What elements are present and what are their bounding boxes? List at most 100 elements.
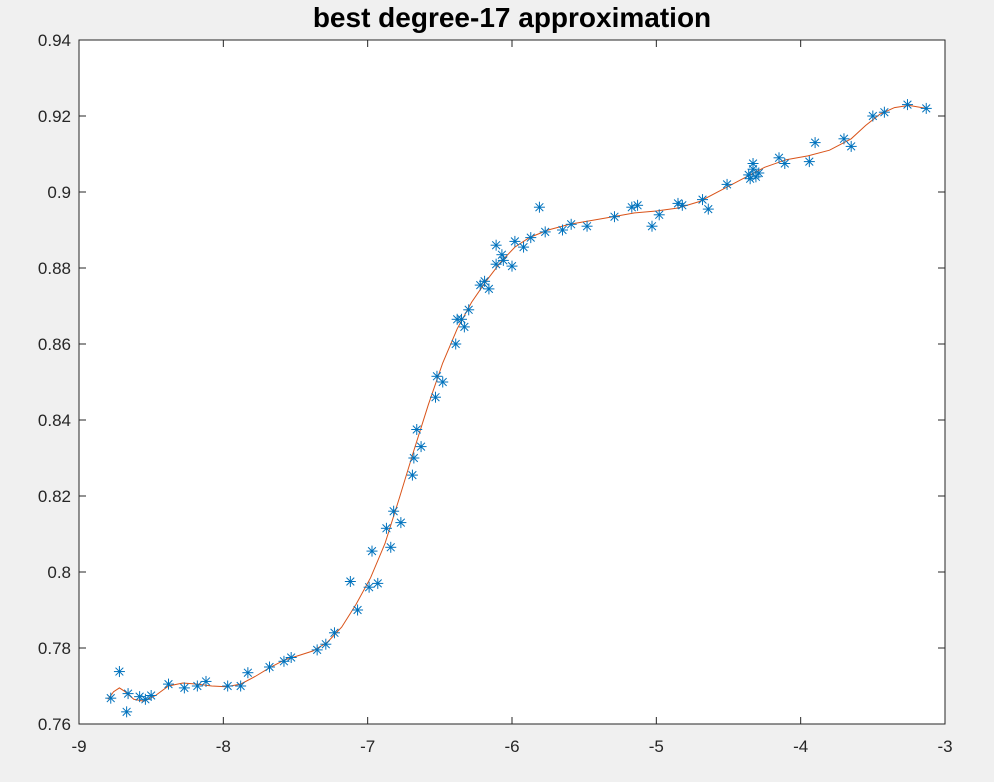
data-point bbox=[901, 99, 913, 111]
asterisk-stroke bbox=[451, 339, 460, 349]
data-point bbox=[779, 158, 791, 169]
asterisk-stroke bbox=[223, 681, 232, 691]
data-point bbox=[450, 338, 462, 350]
data-point bbox=[747, 158, 759, 169]
asterisk-stroke bbox=[566, 220, 576, 229]
data-point bbox=[867, 110, 879, 122]
x-tick-label: -6 bbox=[504, 737, 519, 756]
y-tick-label: 0.88 bbox=[38, 259, 71, 278]
asterisk-stroke bbox=[409, 453, 419, 463]
data-point bbox=[242, 667, 254, 679]
data-point bbox=[139, 693, 151, 705]
data-point bbox=[134, 691, 146, 703]
asterisk-stroke bbox=[389, 506, 398, 516]
approximation-curve bbox=[107, 104, 927, 702]
data-point bbox=[395, 517, 407, 529]
data-point bbox=[608, 211, 620, 223]
data-point bbox=[697, 194, 709, 206]
asterisk-stroke bbox=[123, 689, 133, 698]
asterisk-stroke bbox=[353, 605, 362, 615]
asterisk-stroke bbox=[106, 693, 115, 703]
data-point bbox=[372, 577, 384, 589]
data-point bbox=[122, 688, 134, 700]
asterisk-stroke bbox=[880, 107, 889, 117]
data-point bbox=[803, 156, 815, 168]
data-point bbox=[363, 581, 375, 593]
data-point bbox=[311, 644, 323, 656]
data-point bbox=[366, 545, 378, 557]
x-tick-label: -4 bbox=[793, 737, 808, 756]
data-point bbox=[845, 140, 857, 152]
asterisk-stroke bbox=[921, 104, 931, 113]
data-point bbox=[539, 226, 551, 238]
asterisk-stroke bbox=[744, 170, 753, 180]
asterisk-stroke bbox=[748, 159, 758, 168]
data-point bbox=[702, 203, 714, 215]
asterisk-stroke bbox=[412, 425, 421, 434]
asterisk-stroke bbox=[499, 256, 508, 265]
asterisk-stroke bbox=[480, 277, 489, 286]
asterisk-stroke bbox=[774, 153, 784, 163]
y-tick-label: 0.84 bbox=[38, 411, 71, 430]
data-point bbox=[744, 173, 756, 185]
data-point bbox=[406, 469, 418, 481]
asterisk-stroke bbox=[382, 524, 391, 533]
asterisk-stroke bbox=[484, 284, 494, 294]
data-point bbox=[721, 178, 733, 190]
data-point bbox=[490, 239, 502, 251]
asterisk-stroke bbox=[846, 142, 856, 151]
asterisk-stroke bbox=[408, 470, 417, 480]
asterisk-stroke bbox=[497, 250, 507, 259]
x-tick-label: -5 bbox=[649, 737, 664, 756]
asterisk-stroke bbox=[201, 677, 211, 686]
data-point bbox=[285, 652, 297, 663]
asterisk-stroke bbox=[141, 695, 150, 704]
asterisk-stroke bbox=[647, 221, 657, 231]
data-point bbox=[581, 220, 593, 232]
asterisk-stroke bbox=[654, 210, 664, 220]
asterisk-stroke bbox=[243, 668, 253, 677]
data-point bbox=[509, 235, 521, 247]
y-tick-label: 0.76 bbox=[38, 715, 71, 734]
asterisk-stroke bbox=[519, 242, 528, 252]
asterisk-stroke bbox=[510, 237, 520, 246]
asterisk-stroke bbox=[279, 657, 289, 666]
data-point bbox=[235, 680, 247, 692]
data-point bbox=[145, 690, 157, 701]
data-point bbox=[672, 197, 684, 209]
data-point bbox=[411, 424, 423, 435]
data-point bbox=[437, 376, 449, 388]
data-point bbox=[328, 627, 340, 639]
y-axis: 0.76 0.78 0.8 0.82 0.84 0.86 0.88 0.9 0.92 0.94 bbox=[38, 31, 945, 734]
asterisk-stroke bbox=[122, 707, 131, 717]
data-point bbox=[838, 133, 850, 145]
asterisk-stroke bbox=[540, 227, 550, 237]
data-point bbox=[646, 220, 658, 232]
data-point bbox=[483, 283, 495, 295]
asterisk-stroke bbox=[367, 546, 377, 556]
data-point bbox=[533, 201, 545, 213]
asterisk-stroke bbox=[722, 180, 732, 189]
asterisk-stroke bbox=[236, 681, 245, 691]
asterisk-stroke bbox=[805, 157, 814, 166]
asterisk-stroke bbox=[460, 322, 469, 332]
asterisk-stroke bbox=[491, 259, 501, 269]
y-tick-label: 0.9 bbox=[47, 183, 71, 202]
asterisk-stroke bbox=[903, 100, 912, 109]
data-point bbox=[653, 209, 665, 221]
x-axis: -9 -8 -7 -6 -5 -4 -3 bbox=[71, 40, 953, 756]
asterisk-stroke bbox=[115, 667, 124, 676]
asterisk-stroke bbox=[558, 225, 567, 235]
data-point bbox=[920, 102, 932, 114]
asterisk-stroke bbox=[364, 582, 374, 592]
x-tick-label: -9 bbox=[71, 737, 86, 756]
asterisk-stroke bbox=[582, 221, 592, 231]
data-point bbox=[380, 522, 392, 534]
data-point bbox=[557, 224, 569, 236]
asterisk-stroke bbox=[312, 645, 322, 655]
asterisk-stroke bbox=[507, 261, 517, 271]
data-point bbox=[525, 232, 537, 244]
asterisk-stroke bbox=[386, 543, 396, 552]
data-point bbox=[191, 680, 203, 692]
asterisk-stroke bbox=[780, 159, 790, 168]
